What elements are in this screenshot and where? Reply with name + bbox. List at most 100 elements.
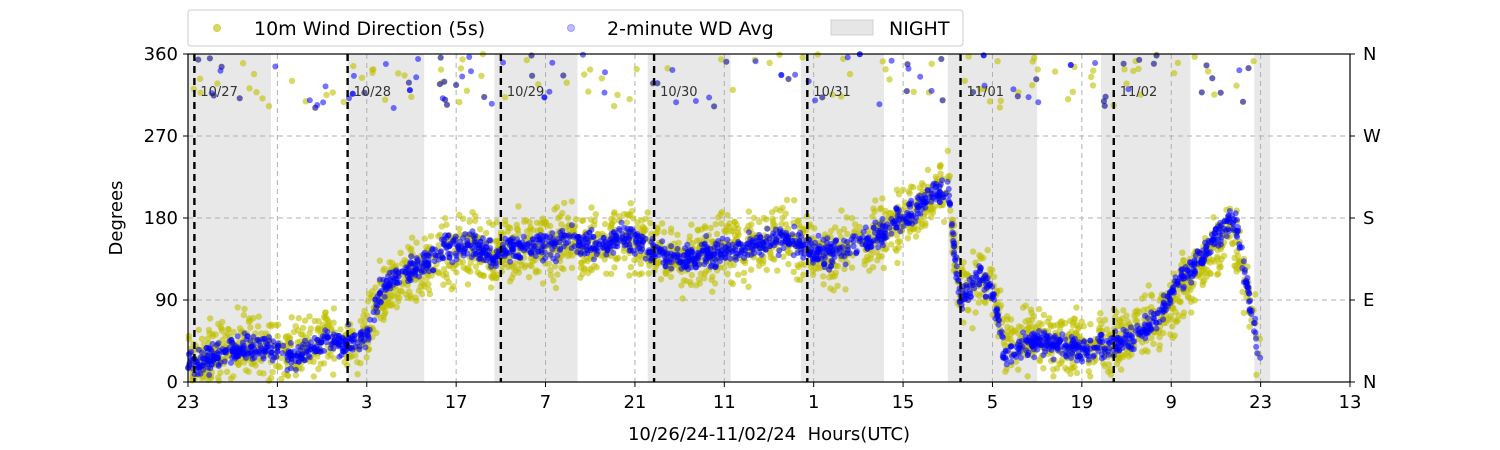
2-minute-wd-avg-point	[441, 78, 448, 85]
day-marker-label-5: 11/01	[967, 85, 1004, 100]
10m-wind-direction-5s-point	[886, 76, 893, 83]
10m-wind-direction-5s-point	[369, 66, 376, 73]
10m-wind-direction-5s-point	[239, 60, 247, 67]
2-minute-wd-avg-point	[1059, 331, 1066, 338]
10m-wind-direction-5s-point	[1116, 356, 1123, 364]
10m-wind-direction-5s-point	[478, 72, 485, 80]
2-minute-wd-avg-point	[464, 242, 471, 248]
10m-wind-direction-5s-point	[285, 332, 292, 340]
2-minute-wd-avg-point	[802, 241, 809, 248]
10m-wind-direction-5s-point	[547, 272, 555, 279]
2-minute-wd-avg-point	[1203, 62, 1210, 69]
2-minute-wd-avg-point	[220, 349, 227, 356]
10m-wind-direction-5s-point	[777, 207, 784, 214]
10m-wind-direction-5s-point	[588, 204, 595, 211]
10m-wind-direction-5s-point	[357, 317, 364, 325]
10m-wind-direction-5s-point	[254, 323, 262, 330]
2-minute-wd-avg-point	[950, 251, 957, 258]
2-minute-wd-avg-point	[790, 241, 797, 248]
2-minute-wd-avg-point	[903, 88, 910, 95]
2-minute-wd-avg-point	[1062, 336, 1069, 343]
2-minute-wd-avg-point	[1063, 348, 1070, 355]
10m-wind-direction-5s-point	[292, 372, 300, 379]
10m-wind-direction-5s-point	[1046, 315, 1053, 322]
2-minute-wd-avg-point	[703, 233, 710, 239]
2-minute-wd-avg-point	[272, 63, 279, 70]
2-minute-wd-avg-point	[602, 69, 608, 76]
10m-wind-direction-5s-point	[581, 71, 588, 78]
2-minute-wd-avg-point	[757, 234, 764, 241]
2-minute-wd-avg-point	[1241, 269, 1248, 276]
2-minute-wd-avg-point	[627, 233, 634, 240]
10m-wind-direction-5s-point	[1214, 255, 1222, 262]
10m-wind-direction-5s-point	[842, 286, 849, 293]
10m-wind-direction-5s-point	[274, 321, 282, 328]
2-minute-wd-avg-point	[888, 57, 895, 64]
2-minute-wd-avg-point	[939, 177, 946, 184]
2-minute-wd-avg-point	[1015, 346, 1022, 353]
2-minute-wd-avg-point	[680, 263, 687, 270]
2-minute-wd-avg-point	[908, 197, 915, 204]
2-minute-wd-avg-point	[668, 259, 675, 266]
2-minute-wd-avg-point	[921, 192, 928, 198]
2-minute-wd-avg-point	[982, 293, 989, 300]
10m-wind-direction-5s-point	[217, 369, 224, 376]
2-minute-wd-avg-point	[1024, 352, 1031, 358]
x-tick-label-1: 13	[266, 392, 289, 413]
10m-wind-direction-5s-point	[713, 230, 721, 238]
2-minute-wd-avg-point	[472, 232, 479, 239]
10m-wind-direction-5s-point	[756, 218, 763, 225]
2-minute-wd-avg-point	[571, 243, 578, 250]
10m-wind-direction-5s-point	[633, 65, 640, 73]
2-minute-wd-avg-point	[520, 233, 527, 240]
2-minute-wd-avg-point	[618, 219, 625, 226]
2-minute-wd-avg-point	[535, 248, 542, 255]
2-minute-wd-avg-point	[764, 233, 771, 240]
10m-wind-direction-5s-point	[750, 214, 758, 222]
2-minute-wd-avg-point	[828, 263, 834, 270]
day-marker-label-2: 10/29	[507, 85, 544, 100]
10m-wind-direction-5s-point	[529, 258, 536, 265]
10m-wind-direction-5s-point	[832, 269, 839, 276]
10m-wind-direction-5s-point	[977, 86, 984, 93]
10m-wind-direction-5s-point	[879, 195, 886, 202]
2-minute-wd-avg-point	[1209, 75, 1216, 82]
2-minute-wd-avg-point	[1032, 341, 1039, 348]
10m-wind-direction-5s-point	[1062, 364, 1069, 372]
10m-wind-direction-5s-point	[253, 89, 260, 96]
2-minute-wd-avg-point	[1004, 347, 1011, 354]
2-minute-wd-avg-point	[844, 54, 851, 61]
10m-wind-direction-5s-point	[493, 218, 500, 226]
10m-wind-direction-5s-point	[357, 360, 364, 367]
10m-wind-direction-5s-point	[330, 371, 337, 378]
10m-wind-direction-5s-point	[1090, 67, 1097, 74]
2-minute-wd-avg-point	[215, 363, 222, 369]
2-minute-wd-avg-point	[540, 257, 546, 264]
10m-wind-direction-5s-point	[1040, 365, 1047, 372]
10m-wind-direction-5s-point	[1204, 68, 1212, 75]
2-minute-wd-avg-point	[1142, 312, 1148, 319]
2-minute-wd-avg-point	[875, 234, 882, 241]
10m-wind-direction-5s-point	[310, 373, 317, 380]
2-minute-wd-avg-point	[821, 261, 827, 268]
10m-wind-direction-5s-point	[377, 315, 384, 322]
10m-wind-direction-5s-point	[568, 264, 576, 272]
10m-wind-direction-5s-point	[922, 222, 929, 229]
x-tick-label-13: 13	[1339, 392, 1362, 413]
10m-wind-direction-5s-point	[965, 53, 972, 60]
10m-wind-direction-5s-point	[437, 66, 445, 73]
2-minute-wd-avg-point	[1210, 236, 1217, 243]
2-minute-wd-avg-point	[509, 246, 516, 253]
10m-wind-direction-5s-point	[996, 104, 1004, 111]
10m-wind-direction-5s-point	[1141, 292, 1149, 299]
10m-wind-direction-5s-point	[230, 328, 237, 336]
2-minute-wd-avg-point	[314, 102, 321, 108]
10m-wind-direction-5s-point	[895, 244, 902, 251]
2-minute-wd-avg-point	[841, 253, 848, 260]
2-minute-wd-avg-point	[312, 348, 319, 355]
10m-wind-direction-5s-point	[265, 103, 273, 110]
2-minute-wd-avg-point	[1056, 338, 1063, 345]
2-minute-wd-avg-point	[1186, 259, 1193, 265]
day-marker-label-3: 10/30	[660, 85, 697, 100]
